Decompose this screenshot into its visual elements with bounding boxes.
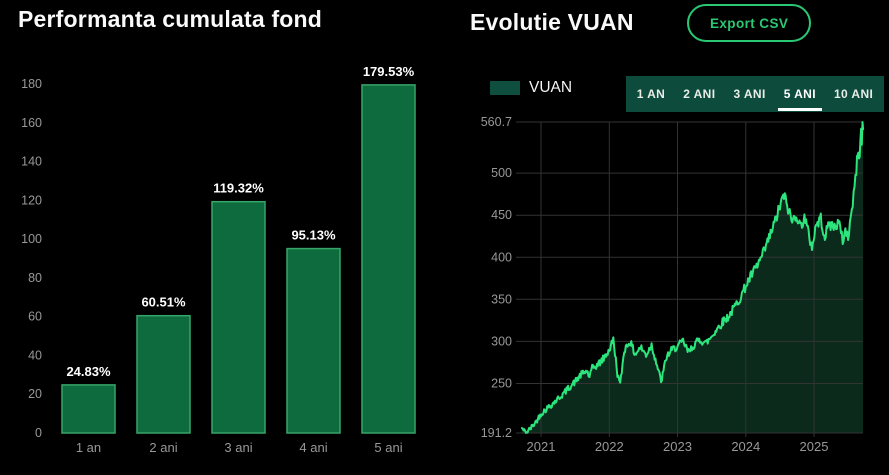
bar-value-label: 119.32% — [213, 181, 264, 196]
line-ytick-label: 450 — [491, 208, 512, 222]
line-xtick-label: 2023 — [663, 439, 692, 454]
bar-chart-title: Performanta cumulata fond — [18, 6, 323, 32]
bar-2-ani[interactable] — [136, 314, 191, 434]
line-xtick-label: 2025 — [800, 439, 829, 454]
bar-value-label: 60.51% — [141, 295, 186, 310]
bar-4-ani[interactable] — [286, 247, 341, 434]
bar-ytick-label: 140 — [21, 155, 42, 169]
line-x-labels: 2021 2022 2023 2024 2025 — [527, 439, 829, 454]
bar-ytick-label: 80 — [28, 271, 42, 285]
tab-10-ani[interactable]: 10 ANI — [833, 87, 874, 101]
vuan-legend: VUAN — [490, 79, 572, 97]
line-chart-title: Evolutie VUAN — [470, 9, 634, 35]
line-ytick-label: 400 — [491, 250, 512, 264]
bar-ytick-label: 180 — [21, 77, 42, 91]
bar-ytick-label: 120 — [21, 193, 42, 207]
line-xtick-label: 2021 — [527, 439, 556, 454]
legend-swatch — [490, 81, 520, 95]
vuan-chart: 191.2 250 300 350 400 450 500 560.7 2021 2022 2023… — [481, 115, 865, 454]
bar-ytick-label: 40 — [28, 348, 42, 362]
bar-ytick-label: 100 — [21, 232, 42, 246]
bar-ytick-label: 160 — [21, 116, 42, 130]
bar-value-label: 24.83% — [66, 364, 111, 379]
legend-label: VUAN — [529, 79, 573, 96]
bar-category-label: 3 ani — [224, 440, 252, 455]
vuan-area — [521, 122, 864, 433]
line-ytick-label: 250 — [491, 377, 512, 391]
bar-value-label: 95.13% — [291, 228, 336, 243]
tab-3-ani[interactable]: 3 ANI — [733, 87, 766, 101]
line-xtick-label: 2022 — [595, 439, 624, 454]
line-xtick-label: 2024 — [731, 439, 760, 454]
period-tabs: 1 AN 2 ANI 3 ANI 5 ANI 10 ANI — [626, 76, 884, 112]
bar-5-ani[interactable] — [361, 84, 416, 434]
export-csv-button[interactable]: Export CSV — [687, 4, 812, 42]
line-ytick-label: 560.7 — [481, 115, 512, 129]
line-ytick-label: 191.2 — [481, 426, 512, 440]
bar-category-label: 5 ani — [374, 440, 402, 455]
bar-category-label: 1 an — [76, 440, 101, 455]
bar-value-label: 179.53% — [363, 64, 415, 79]
bar-ytick-label: 0 — [35, 426, 42, 440]
bar-ytick-label: 20 — [28, 387, 42, 401]
tab-2-ani[interactable]: 2 ANI — [683, 87, 716, 101]
line-ytick-label: 350 — [491, 292, 512, 306]
bar-category-label: 2 ani — [149, 440, 177, 455]
line-y-labels: 191.2 250 300 350 400 450 500 560.7 — [481, 115, 512, 440]
vuan-line[interactable] — [520, 121, 865, 434]
bar-chart: 0 20 40 60 80 100 120 140 160 180 24.83% 1 an 60.51%… — [21, 64, 416, 455]
bar-3-ani[interactable] — [211, 200, 266, 434]
bar-1-an[interactable] — [61, 384, 116, 434]
tab-1-an[interactable]: 1 AN — [636, 87, 666, 101]
bar-ytick-label: 60 — [28, 310, 42, 324]
bar-y-axis: 0 20 40 60 80 100 120 140 160 180 — [21, 77, 42, 440]
line-ytick-label: 500 — [491, 166, 512, 180]
line-grid — [516, 121, 863, 437]
bar-category-label: 4 ani — [299, 440, 327, 455]
tab-5-ani[interactable]: 5 ANI — [775, 76, 825, 112]
line-ytick-label: 300 — [491, 334, 512, 348]
